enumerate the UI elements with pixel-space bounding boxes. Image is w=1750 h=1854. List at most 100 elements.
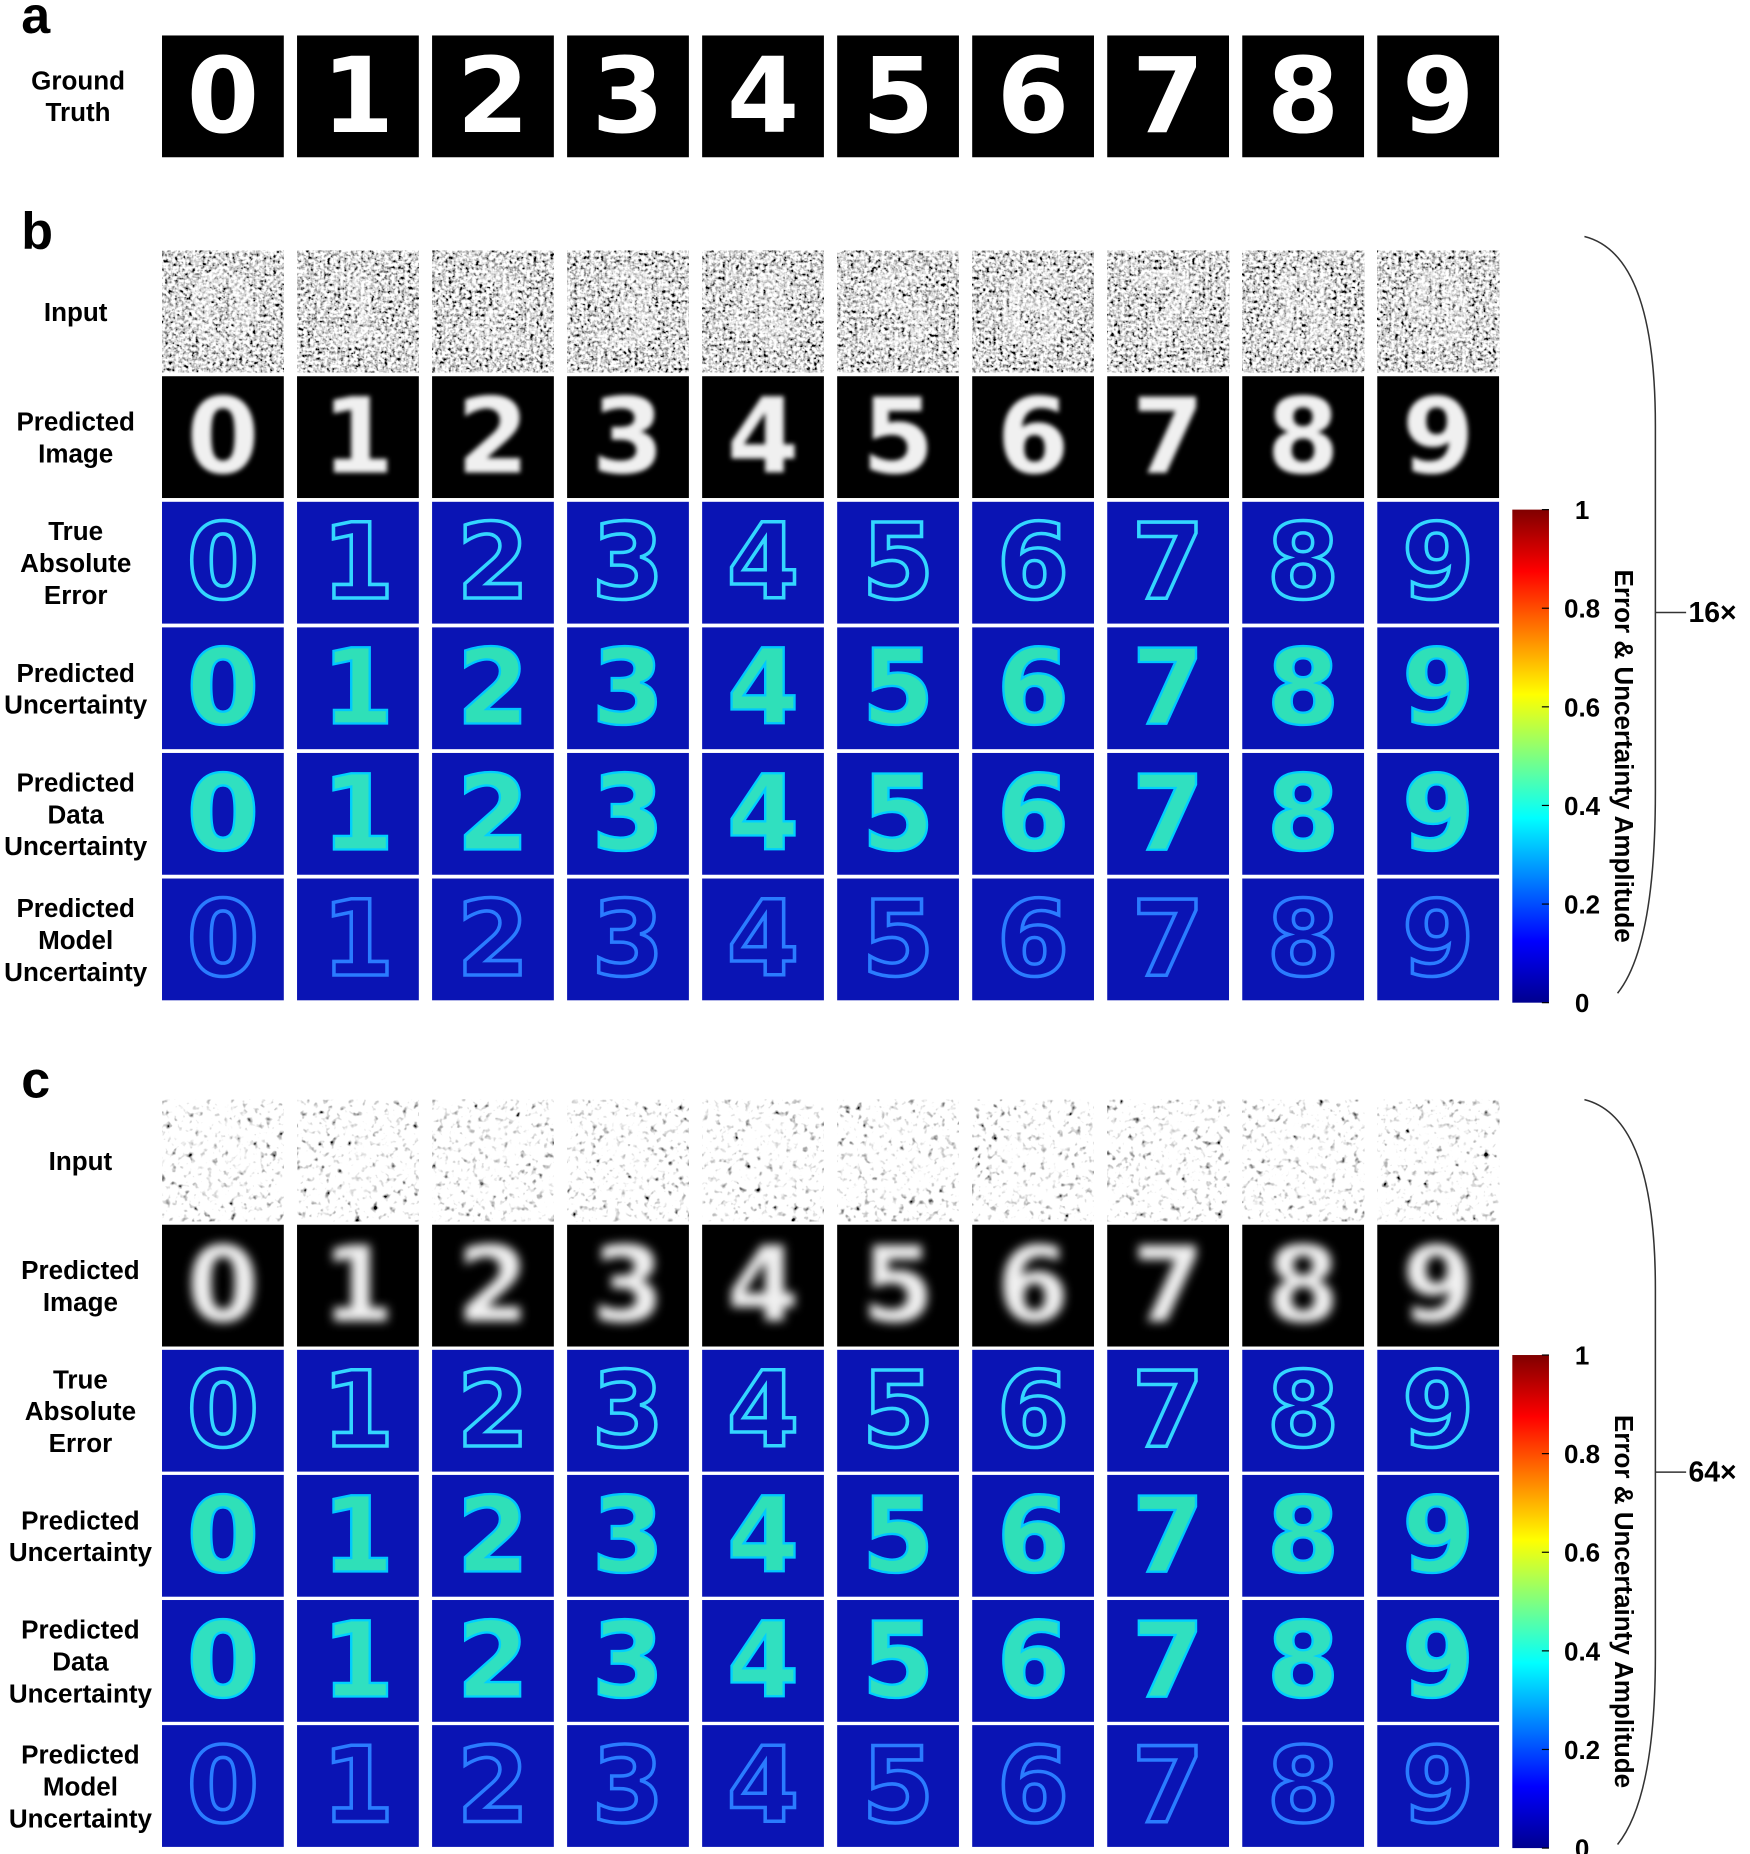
- noise: [567, 1099, 689, 1222]
- row-label: Input: [49, 1146, 113, 1176]
- digit: 5: [862, 35, 934, 157]
- colorbar-tick-label: 0: [1575, 988, 1589, 1018]
- digit: 9: [1402, 376, 1474, 498]
- noise: [297, 1099, 419, 1222]
- digit: 7: [1132, 1224, 1204, 1346]
- image-cell: [297, 1349, 419, 1472]
- row-label: Predicted: [21, 1614, 140, 1644]
- digit: 2: [457, 376, 529, 498]
- image-cell: [1107, 752, 1230, 875]
- image-cell: [837, 1349, 959, 1472]
- image-cell: [432, 376, 554, 499]
- image-cell: [162, 1600, 284, 1722]
- noise: [1242, 250, 1365, 373]
- digit: 0: [187, 1474, 259, 1596]
- image-cell: [297, 878, 419, 1001]
- colorbar: [1512, 509, 1549, 1003]
- image-cell: [162, 376, 284, 499]
- noise: [1377, 1099, 1500, 1222]
- image-cell: [1242, 627, 1365, 750]
- image-cell: [1377, 376, 1500, 499]
- image-cell: [567, 1725, 689, 1847]
- row-label: Uncertainty: [9, 1678, 153, 1708]
- image-cell: [837, 1600, 959, 1722]
- digit: 8: [1267, 878, 1339, 1000]
- colorbar-tick-label: 1: [1575, 1340, 1589, 1370]
- row-label: Model: [38, 925, 113, 955]
- noise: [567, 250, 689, 373]
- image-cell: [1107, 35, 1230, 158]
- image-cell: [567, 376, 689, 499]
- image-cell: [702, 501, 824, 624]
- colorbar-tick-label: 0.2: [1564, 1735, 1600, 1765]
- image-cell: [162, 627, 284, 750]
- image-cell: [432, 752, 554, 875]
- image-cell: [972, 376, 1094, 499]
- digit: 4: [727, 376, 799, 498]
- digit: 5: [862, 1599, 934, 1721]
- image-cell: [1107, 1474, 1230, 1597]
- row-label: Uncertainty: [9, 1803, 153, 1833]
- image-cell: [972, 752, 1094, 875]
- digit: 4: [727, 627, 799, 749]
- bracket: [1584, 1098, 1657, 1846]
- row-label: Predicted: [21, 1255, 140, 1285]
- image-cell: [972, 1224, 1094, 1347]
- row-label: Error: [49, 1428, 113, 1458]
- image-cell: [162, 35, 284, 158]
- row-label: Predicted: [16, 407, 135, 437]
- row-label: Ground: [31, 65, 125, 95]
- image-cell: [1242, 376, 1365, 499]
- image-cell: [702, 1725, 824, 1847]
- image-cell: [432, 1349, 554, 1472]
- row-label: True: [48, 516, 103, 546]
- digit: 8: [1267, 1099, 1339, 1221]
- image-cell: [1242, 1725, 1365, 1847]
- digit: 5: [862, 1224, 934, 1346]
- colorbar-tick-label: 0.6: [1564, 692, 1600, 722]
- image-cell: [837, 1224, 959, 1347]
- digit: 0: [187, 1724, 259, 1846]
- row-label: Image: [38, 439, 113, 469]
- row-label: Predicted: [21, 1505, 140, 1535]
- image-cell: [432, 35, 554, 158]
- image-cell: [837, 35, 959, 158]
- digit: 9: [1402, 1599, 1474, 1721]
- colorbar-tick-label: 0.8: [1564, 594, 1600, 624]
- digit: 2: [457, 1224, 529, 1346]
- image-cell: [1377, 1725, 1500, 1847]
- image-cell: [432, 627, 554, 750]
- digit: 2: [457, 501, 529, 623]
- digit: 9: [1402, 878, 1474, 1000]
- digit: 3: [592, 1099, 664, 1221]
- image-cell: [567, 1224, 689, 1347]
- digit: 3: [592, 1599, 664, 1721]
- digit: 1: [322, 1724, 394, 1846]
- scale-label: 16×: [1688, 597, 1736, 629]
- digit: 7: [1132, 627, 1204, 749]
- image-cell: [1242, 35, 1365, 158]
- digit: 3: [592, 1474, 664, 1596]
- digit: 2: [457, 1599, 529, 1721]
- colorbar-label: Error & Uncertainty Amplitude: [1609, 570, 1639, 943]
- colorbar-tick-label: 0: [1575, 1834, 1589, 1854]
- image-cell: [567, 501, 689, 624]
- image-cell: [837, 1725, 959, 1847]
- digit: 3: [592, 752, 664, 874]
- row-label: Error: [44, 580, 108, 610]
- digit: 2: [457, 35, 529, 157]
- digit: 9: [1402, 1474, 1474, 1596]
- image-cell: [1107, 501, 1230, 624]
- image-cell: [297, 1474, 419, 1597]
- image-cell: [1107, 1600, 1230, 1722]
- image-cell: [1242, 1224, 1365, 1347]
- digit: 1: [322, 878, 394, 1000]
- image-cell: [972, 878, 1094, 1001]
- image-cell: [972, 501, 1094, 624]
- digit: 2: [457, 627, 529, 749]
- image-cell: [567, 1600, 689, 1722]
- image-cell: [837, 376, 959, 499]
- image-cell: [1377, 1349, 1500, 1472]
- row-label: Model: [43, 1771, 118, 1801]
- image-cell: [972, 1474, 1094, 1597]
